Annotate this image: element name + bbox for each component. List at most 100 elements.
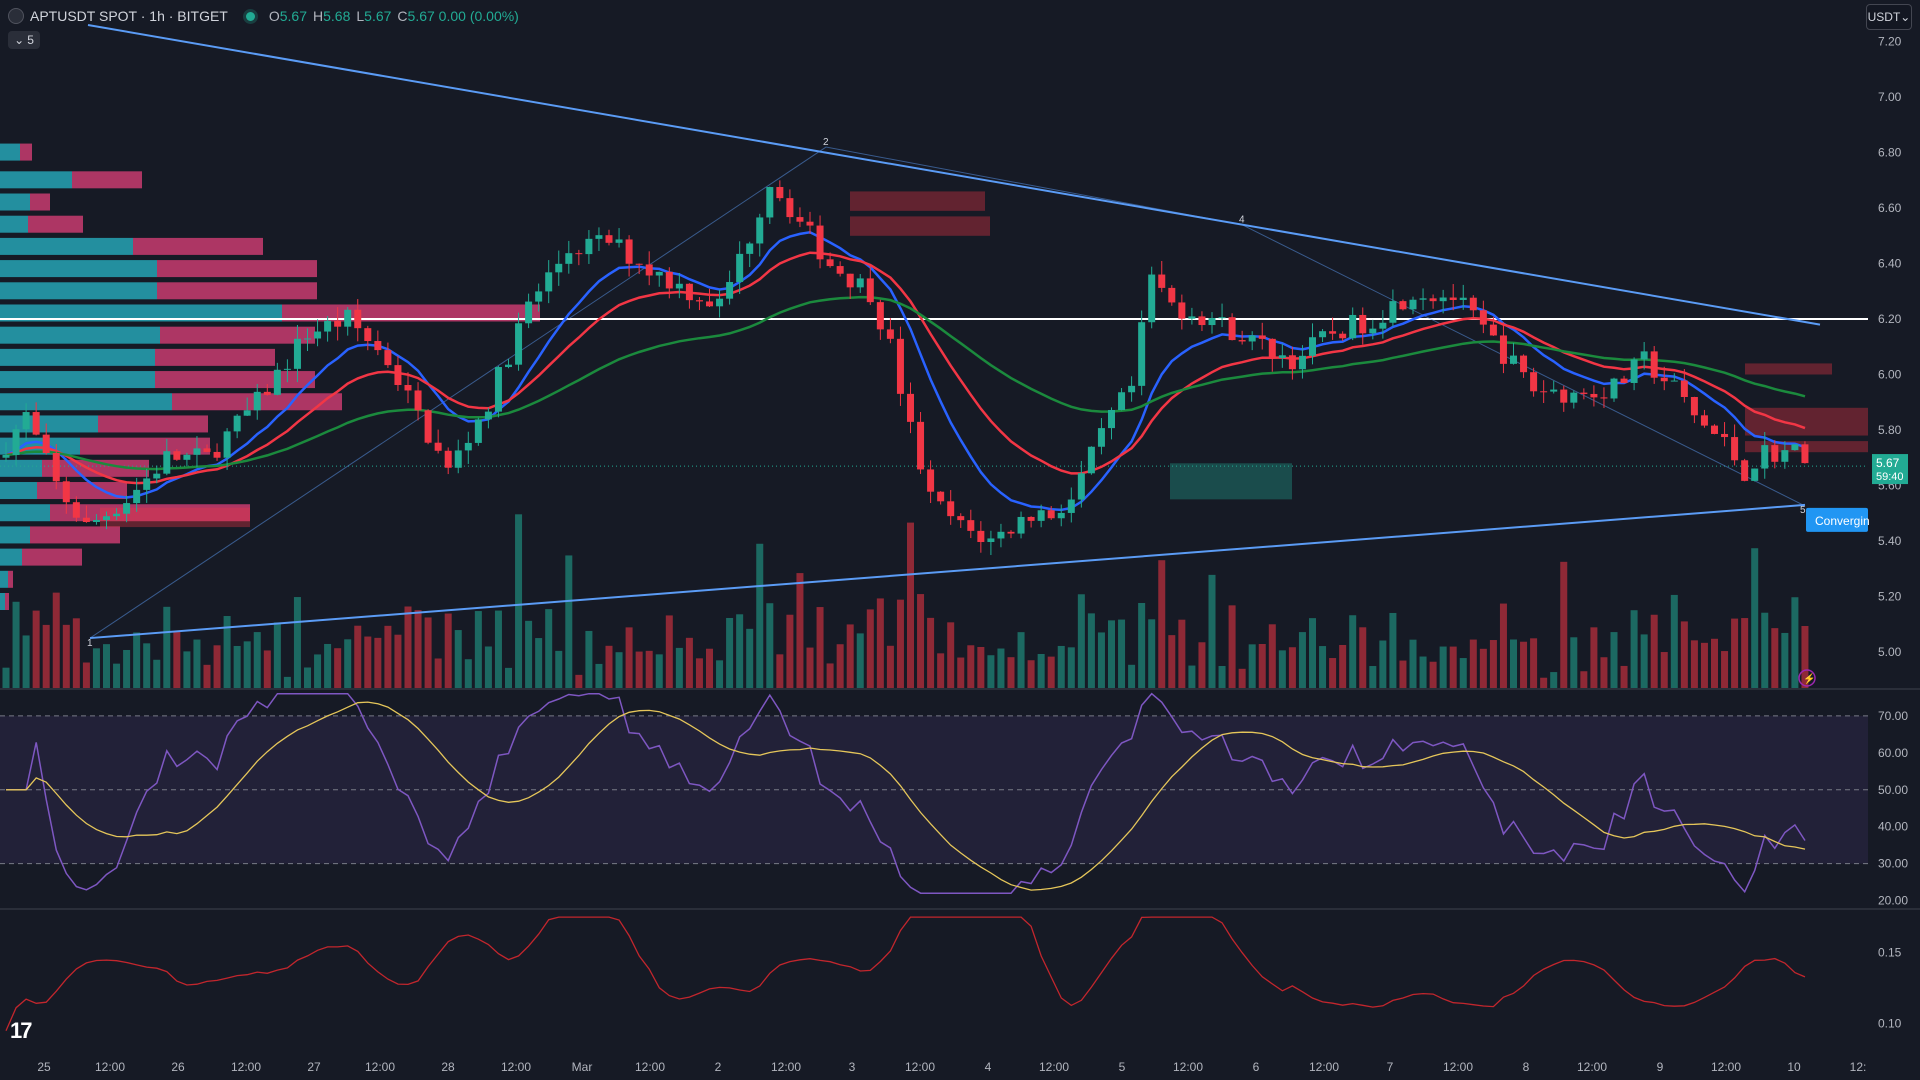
volume-bar	[1208, 574, 1216, 688]
candle	[1510, 342, 1517, 365]
volume-bar	[585, 630, 593, 688]
candle	[595, 227, 603, 251]
symbol-title[interactable]: APTUSDT SPOT · 1h · BITGET	[30, 8, 228, 24]
candle-body	[494, 367, 502, 412]
candle	[515, 312, 523, 371]
volume-bar	[394, 634, 402, 688]
volume-bar	[12, 601, 20, 688]
volume-profile-up	[0, 593, 5, 610]
candle	[776, 180, 784, 202]
volume-bar	[1771, 628, 1779, 688]
candle	[42, 423, 50, 455]
candle	[635, 263, 643, 275]
candle	[987, 530, 995, 556]
candle	[253, 384, 261, 420]
candle	[1580, 388, 1588, 400]
volume-bar	[1650, 614, 1658, 688]
volume-bar	[143, 643, 151, 688]
candle	[52, 444, 60, 490]
candle-body	[1208, 318, 1216, 326]
volume-profile-up	[0, 171, 72, 189]
volume-bar	[22, 635, 30, 688]
candle	[1007, 530, 1015, 539]
candle-body	[675, 283, 683, 289]
volume-bar	[876, 598, 884, 688]
candle-body	[1520, 355, 1528, 373]
candle-body	[213, 451, 221, 458]
candle-body	[695, 300, 703, 302]
candle	[374, 330, 382, 356]
time-axis-label: 12:00	[501, 1060, 531, 1074]
volume-profile-up	[0, 393, 172, 411]
volume-bar	[1138, 602, 1146, 688]
candle-body	[846, 273, 854, 288]
volume-bar	[103, 644, 110, 688]
candle-body	[143, 478, 151, 490]
tradingview-logo-icon: 17	[10, 1018, 33, 1043]
candle	[72, 496, 80, 522]
candle-body	[937, 491, 945, 502]
candle-body	[1801, 444, 1809, 464]
candle-body	[1751, 468, 1759, 481]
volume-bar	[1620, 665, 1628, 688]
volume-bar	[1218, 666, 1226, 688]
volume-bar	[1379, 640, 1387, 688]
volume-bar	[364, 636, 372, 688]
candle-body	[866, 278, 874, 303]
volume-bar	[515, 514, 523, 688]
price-axis-tick: 5.80	[1878, 423, 1902, 437]
time-axis-label: 7	[1387, 1060, 1394, 1074]
candle-body	[1178, 302, 1186, 319]
candle	[484, 407, 492, 429]
volume-bar	[1309, 618, 1316, 688]
candle	[806, 211, 814, 234]
candle	[1479, 300, 1487, 334]
candle-body	[625, 239, 633, 264]
candle	[746, 241, 754, 268]
pattern-point-label: 2	[823, 137, 829, 148]
candle	[1801, 441, 1809, 464]
volume-bar	[1248, 644, 1256, 688]
zone-box	[850, 216, 990, 236]
candle-body	[716, 298, 724, 307]
volume-profile-down	[157, 282, 317, 300]
candle	[555, 250, 563, 286]
candle	[1459, 284, 1467, 310]
volume-bar	[1560, 561, 1568, 688]
candle-body	[52, 452, 60, 482]
time-axis-label: 2	[715, 1060, 722, 1074]
volume-bar	[1067, 647, 1075, 688]
volume-bar	[756, 543, 764, 688]
candles	[2, 180, 1809, 556]
unit-select-button[interactable]: USDT ⌄	[1866, 4, 1912, 30]
indicator-toggle-button[interactable]: ⌄ 5	[8, 31, 40, 49]
volume-bar	[1439, 646, 1447, 688]
volume-bar	[1298, 632, 1306, 688]
zone-box	[850, 191, 985, 211]
candle	[846, 273, 854, 299]
candle	[1700, 409, 1708, 428]
candle-body	[153, 473, 161, 479]
candle	[1590, 385, 1598, 407]
price-axis-tick: 6.40	[1878, 257, 1902, 271]
volume-bar	[1278, 650, 1286, 688]
candle-body	[1459, 297, 1467, 300]
candle-body	[685, 283, 693, 301]
volume-bar	[987, 655, 995, 688]
candle-body	[1711, 425, 1718, 434]
volume-bar	[123, 649, 131, 688]
time-axis-label: 25	[37, 1060, 51, 1074]
candle-body	[836, 266, 844, 274]
volume-bar	[1198, 642, 1206, 688]
volume-bar	[1349, 615, 1357, 688]
candle	[113, 508, 121, 521]
candle-body	[1510, 355, 1517, 364]
volume-bar	[1550, 672, 1558, 688]
candle-body	[796, 217, 804, 222]
rsi-axis-tick: 50.00	[1878, 783, 1908, 797]
volume-bar	[173, 631, 181, 688]
candle	[384, 342, 392, 368]
lightning-glyph: ⚡	[1803, 672, 1815, 685]
volume-bar	[836, 644, 844, 688]
